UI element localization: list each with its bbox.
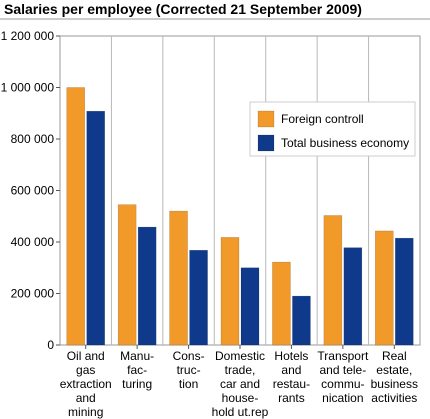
y-tick-label: 800 000 (11, 132, 55, 146)
x-tick-label: Real estate, business activities (371, 349, 418, 405)
y-tick-label: 0 (47, 338, 54, 352)
bar (220, 237, 240, 346)
bars (66, 87, 414, 346)
x-axis: Oil and gas extraction and miningManu-fac-tu… (60, 345, 418, 419)
bar (375, 230, 394, 346)
y-tick-label: 1 200 000 (1, 29, 55, 43)
y-tick-label: 1 000 000 (1, 81, 55, 95)
plot-frame (59, 35, 421, 346)
chart-title: Salaries per employee (Corrected 21 Sept… (4, 1, 362, 17)
bar (86, 110, 105, 346)
legend-label: Foreign controll (281, 112, 364, 126)
bar (343, 247, 363, 346)
bar (169, 210, 188, 346)
legend-label: Total business economy (281, 136, 409, 150)
bar (66, 87, 85, 346)
legend-swatch (257, 134, 275, 152)
x-tick-label: Cons-truc-tion (173, 349, 205, 391)
x-tick-label: Hotels and restau-rants (273, 349, 310, 405)
x-tick-label: Manu-fac-turing (120, 349, 154, 391)
bar (323, 215, 343, 346)
bar (117, 204, 137, 346)
bar (395, 237, 414, 346)
bar (272, 261, 291, 346)
legend: Foreign controll Total business economy (249, 101, 416, 157)
bar (189, 249, 208, 346)
gridlines (59, 35, 421, 346)
x-tick-label: Oil and gas extraction and mining (60, 349, 112, 419)
bar (292, 295, 311, 346)
legend-swatch (257, 110, 275, 128)
y-tick-label: 200 000 (11, 287, 55, 301)
x-tick-label: Transport and tele-commu-nication (317, 349, 369, 405)
y-tick-label: 400 000 (11, 235, 55, 249)
y-tick-label: 600 000 (11, 184, 55, 198)
y-axis: 0 200 000 400 000 600 000 800 000 1 000 000 1 … (1, 29, 60, 352)
x-tick-label: Domestic trade, car and house-hold ut.rep (212, 349, 269, 419)
bar (137, 226, 157, 346)
legend-box (249, 101, 416, 157)
bar (240, 267, 260, 346)
